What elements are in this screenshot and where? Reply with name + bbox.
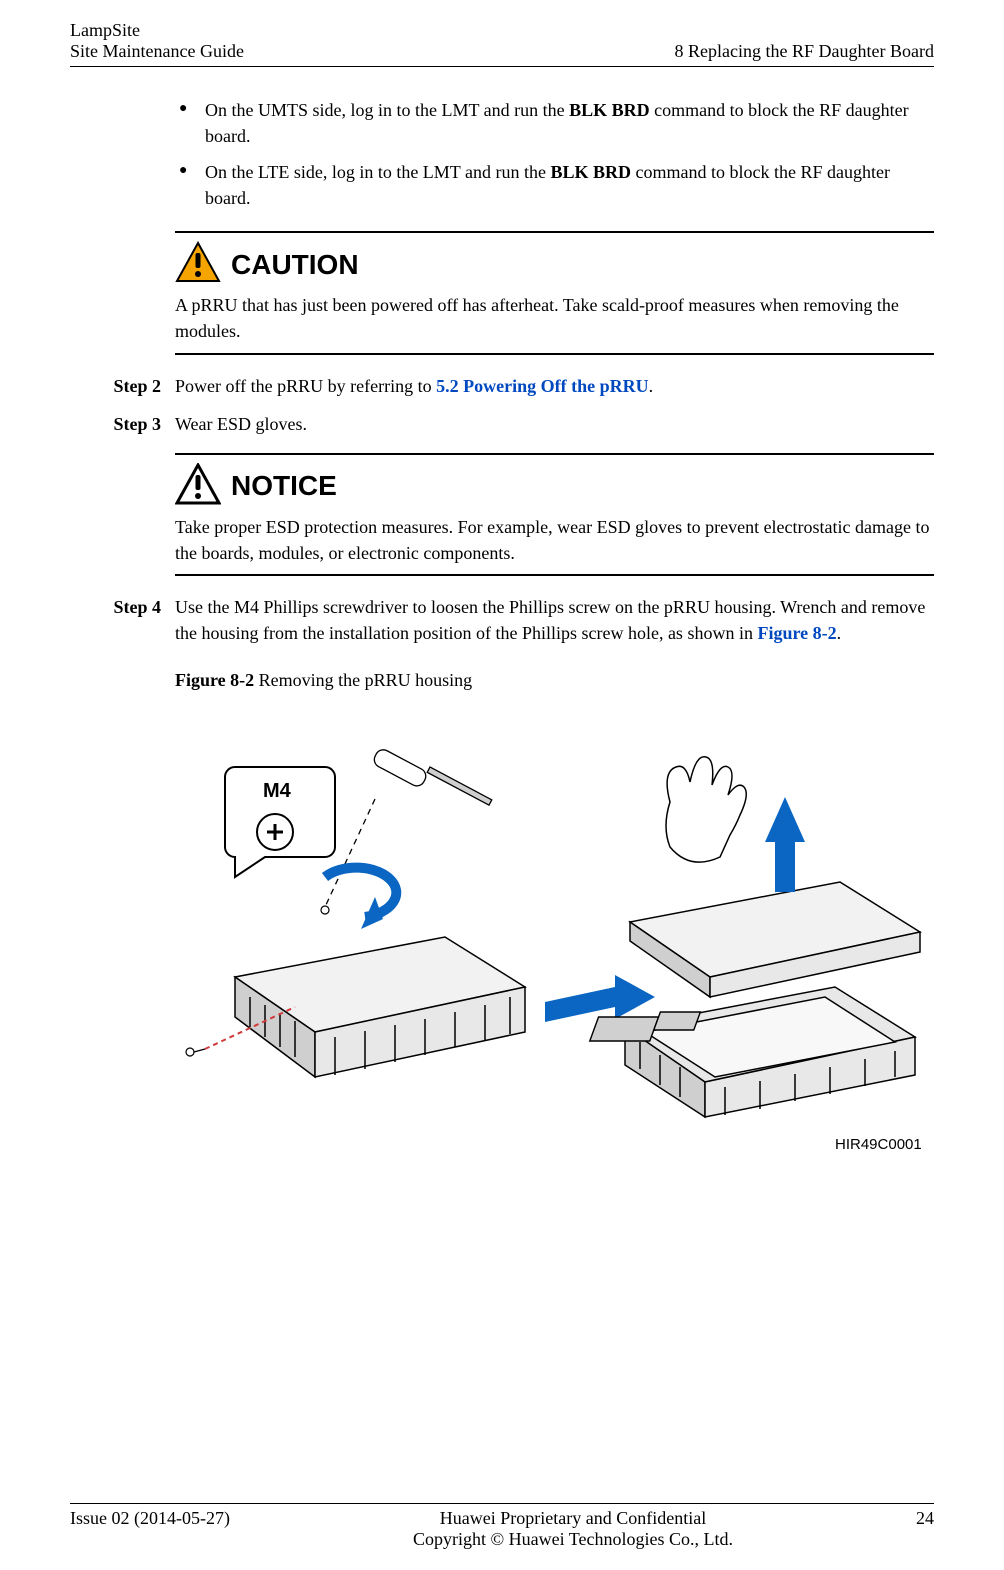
issue-info: Issue 02 (2014-05-27) xyxy=(70,1508,230,1550)
bullet-text: On the UMTS side, log in to the LMT and … xyxy=(205,100,569,120)
step-text-part: Power off the pRRU by referring to xyxy=(175,376,436,396)
footer-rule xyxy=(70,1503,934,1504)
figure-caption-text: Removing the pRRU housing xyxy=(254,670,472,690)
admon-rule xyxy=(175,353,934,355)
figure-label: Figure 8-2 xyxy=(175,670,254,690)
copyright-text: Copyright © Huawei Technologies Co., Ltd… xyxy=(230,1529,916,1550)
step-label: Step 2 xyxy=(70,373,175,399)
step-text: Use the M4 Phillips screwdriver to loose… xyxy=(175,594,934,646)
doc-title: Site Maintenance Guide xyxy=(70,41,244,62)
product-name: LampSite xyxy=(70,20,244,41)
bullet-list: On the UMTS side, log in to the LMT and … xyxy=(175,97,934,211)
step-text: Wear ESD gloves. xyxy=(175,411,934,437)
notice-icon xyxy=(175,463,221,510)
command-name: BLK BRD xyxy=(550,162,631,182)
step-3: Step 3 Wear ESD gloves. xyxy=(70,411,934,437)
bullet-text: On the LTE side, log in to the LMT and r… xyxy=(205,162,550,182)
caution-body: A pRRU that has just been powered off ha… xyxy=(175,292,934,344)
bullet-item: On the LTE side, log in to the LMT and r… xyxy=(175,159,934,211)
step-2: Step 2 Power off the pRRU by referring t… xyxy=(70,373,934,399)
step-text: Power off the pRRU by referring to 5.2 P… xyxy=(175,373,934,399)
bullet-item: On the UMTS side, log in to the LMT and … xyxy=(175,97,934,149)
confidential-text: Huawei Proprietary and Confidential xyxy=(230,1508,916,1529)
caution-head: CAUTION xyxy=(175,241,934,288)
chapter-title: 8 Replacing the RF Daughter Board xyxy=(675,41,934,62)
admon-rule xyxy=(175,453,934,455)
caution-title: CAUTION xyxy=(231,249,359,281)
notice-body: Take proper ESD protection measures. For… xyxy=(175,514,934,566)
footer-row: Issue 02 (2014-05-27) Huawei Proprietary… xyxy=(70,1508,934,1550)
content: On the UMTS side, log in to the LMT and … xyxy=(175,97,934,1503)
figure-code: HIR49C0001 xyxy=(835,1136,922,1153)
figure-caption: Figure 8-2 Removing the pRRU housing xyxy=(175,670,934,691)
admon-rule xyxy=(175,574,934,576)
step-4: Step 4 Use the M4 Phillips screwdriver t… xyxy=(70,594,934,646)
notice-title: NOTICE xyxy=(231,470,337,502)
header-right: 8 Replacing the RF Daughter Board xyxy=(675,20,934,62)
notice-head: NOTICE xyxy=(175,463,934,510)
step-text-part: . xyxy=(837,623,842,643)
page-footer: Issue 02 (2014-05-27) Huawei Proprietary… xyxy=(70,1503,934,1550)
caution-icon xyxy=(175,241,221,288)
m4-label: M4 xyxy=(263,780,292,802)
command-name: BLK BRD xyxy=(569,100,650,120)
header-rule xyxy=(70,66,934,67)
xref-link[interactable]: 5.2 Powering Off the pRRU xyxy=(436,376,648,396)
footer-center: Huawei Proprietary and Confidential Copy… xyxy=(230,1508,916,1550)
figure-8-2: M4 xyxy=(175,697,934,1157)
admon-rule xyxy=(175,231,934,233)
header-left: LampSite Site Maintenance Guide xyxy=(70,20,244,62)
step-label: Step 4 xyxy=(70,594,175,646)
page-number: 24 xyxy=(916,1508,934,1550)
notice-block: NOTICE Take proper ESD protection measur… xyxy=(175,453,934,576)
step-label: Step 3 xyxy=(70,411,175,437)
xref-link[interactable]: Figure 8-2 xyxy=(757,623,836,643)
page: LampSite Site Maintenance Guide 8 Replac… xyxy=(0,0,1004,1570)
caution-block: CAUTION A pRRU that has just been powere… xyxy=(175,231,934,354)
page-header: LampSite Site Maintenance Guide 8 Replac… xyxy=(70,20,934,62)
step-text-part: . xyxy=(649,376,654,396)
